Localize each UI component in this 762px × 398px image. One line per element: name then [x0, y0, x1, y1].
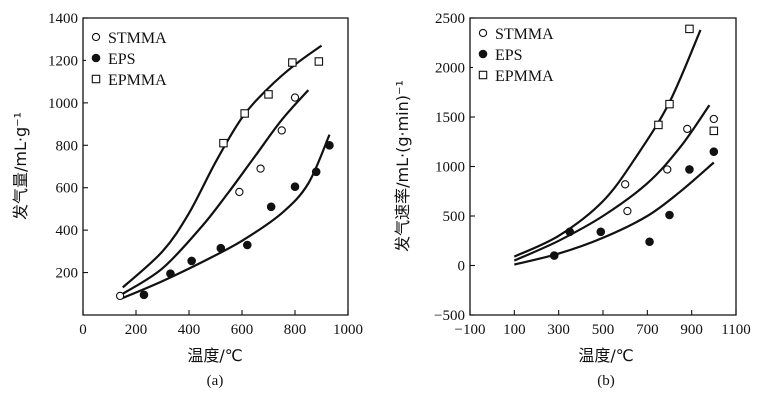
data-point-eps	[596, 227, 606, 237]
panel-label-b: (b)	[597, 373, 615, 389]
legend-marker-eps	[478, 49, 488, 59]
x-tick-label: 300	[547, 322, 570, 338]
ticks-a: 0 200 400 600 800 1000 200 400 600 800 1000 1200 140…	[48, 11, 363, 338]
legend-label-eps: EPS	[108, 51, 136, 68]
x-tick-label: 0	[79, 322, 87, 338]
data-point-eps	[565, 227, 575, 237]
y-tick-label: 200	[56, 266, 79, 282]
data-point-epmma	[665, 99, 674, 109]
y-tick-label: 600	[56, 181, 79, 197]
y-tick-label: 1000	[435, 160, 465, 176]
y-tick-label: 1000	[48, 96, 78, 112]
x-tick-label: 900	[680, 322, 703, 338]
data-point-eps	[243, 240, 252, 250]
legend-label-epmma: EPMMA	[495, 68, 554, 85]
data-point-stmma	[683, 124, 692, 134]
y-tick-label: 1400	[48, 11, 78, 27]
panel-b: −100 100 300 500 700 900 1100 −500 0 500 1000 1500 2…	[393, 11, 751, 389]
y-tick-label: 0	[458, 259, 466, 275]
data-point-stmma	[256, 164, 265, 173]
x-tick-label: 1100	[721, 322, 750, 338]
y-tick-label: 1500	[435, 110, 465, 126]
x-tick-label: 800	[284, 322, 307, 338]
y-tick-label: 800	[56, 138, 79, 154]
y-axis-title-b: 发气速率/mL·(g·min)⁻¹	[393, 80, 412, 252]
y-tick-label: 500	[443, 209, 466, 225]
data-point-eps	[139, 290, 149, 300]
data-point-stmma	[621, 180, 630, 189]
points-b	[549, 24, 719, 260]
data-point-eps	[216, 243, 226, 253]
y-tick-label: −500	[434, 308, 465, 324]
legend-label-stmma: STMMA	[495, 26, 554, 43]
y-tick-label: 2000	[435, 61, 465, 77]
trend-curve-stmma	[513, 104, 711, 262]
data-point-eps	[290, 182, 300, 191]
x-tick-label: 1000	[333, 322, 363, 338]
y-tick-label: 400	[56, 223, 79, 239]
legend-background	[86, 28, 204, 98]
data-point-eps	[311, 167, 321, 177]
data-point-epmma	[264, 90, 273, 99]
data-point-stmma	[709, 114, 718, 124]
y-tick-label: 1200	[48, 53, 78, 69]
trend-curve-stmma	[122, 89, 310, 295]
legend-label-epmma: EPMMA	[108, 72, 167, 89]
trend-curve-eps	[514, 161, 715, 266]
data-point-eps	[325, 140, 334, 150]
legend-marker-epmma	[478, 70, 488, 80]
data-point-stmma	[663, 165, 672, 174]
legend-background	[473, 24, 591, 92]
legend-marker-stmma	[91, 32, 101, 42]
x-axis-title-b: 温度/℃	[578, 346, 633, 365]
points-a	[115, 57, 334, 301]
data-point-eps	[645, 237, 654, 247]
data-point-epmma	[240, 109, 249, 118]
data-point-eps	[166, 269, 175, 278]
x-tick-label: 600	[231, 322, 254, 338]
data-point-eps	[549, 251, 559, 260]
data-point-eps	[665, 210, 674, 220]
legend-marker-epmma	[91, 74, 101, 84]
y-axis-title-a: 发气量/mL·g⁻¹	[11, 112, 30, 220]
data-point-stmma	[235, 187, 244, 197]
trend-curve-eps	[122, 134, 331, 300]
data-point-eps	[709, 147, 719, 156]
legend-b: STMMA EPS EPMMA	[473, 24, 591, 92]
data-point-epmma	[314, 57, 324, 66]
data-point-eps	[266, 202, 276, 212]
data-point-eps	[685, 165, 694, 174]
data-point-eps	[187, 256, 196, 266]
panel-label-a: (a)	[207, 373, 224, 389]
x-tick-label: 500	[592, 322, 615, 338]
data-point-stmma	[623, 206, 632, 216]
x-axis-title-a: 温度/℃	[187, 346, 242, 365]
data-point-stmma	[115, 291, 125, 301]
data-point-epmma	[654, 120, 663, 130]
x-tick-label: 400	[178, 322, 201, 338]
data-point-stmma	[290, 93, 300, 102]
panel-a: 0 200 400 600 800 1000 200 400 600 800 1000 1200 140…	[11, 11, 363, 389]
y-tick-label: 2500	[435, 11, 465, 27]
data-point-epmma	[219, 138, 228, 148]
legend-marker-stmma	[478, 28, 488, 38]
legend-a: STMMA EPS EPMMA	[86, 28, 204, 98]
data-point-epmma	[685, 24, 694, 34]
legend-label-eps: EPS	[495, 47, 523, 64]
legend-label-stmma: STMMA	[108, 30, 167, 47]
trend-curve-epmma	[513, 29, 702, 258]
legend-marker-eps	[91, 53, 101, 63]
x-tick-label: 200	[125, 322, 148, 338]
x-tick-label: 100	[503, 322, 526, 338]
x-tick-label: −100	[455, 322, 486, 338]
data-point-epmma	[288, 58, 297, 67]
data-point-epmma	[709, 126, 719, 136]
x-tick-label: 700	[636, 322, 659, 338]
data-point-stmma	[277, 126, 286, 135]
